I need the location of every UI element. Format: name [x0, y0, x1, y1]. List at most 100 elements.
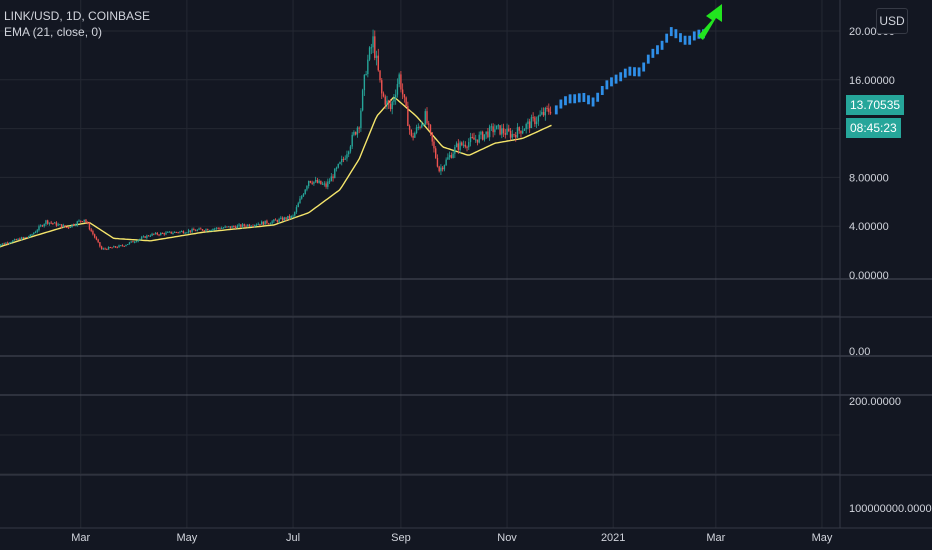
candle-body [252, 225, 254, 227]
candle-body [469, 137, 472, 143]
candle-body [438, 166, 440, 172]
candle-body [201, 229, 204, 231]
projection-bar [633, 67, 636, 77]
candle-body [219, 228, 221, 230]
candle-body [142, 236, 145, 238]
candle-body [52, 223, 54, 225]
candle-body [414, 132, 416, 138]
candle-body [422, 124, 425, 126]
candle-body [353, 132, 355, 135]
candle-body [530, 117, 533, 129]
candle-body [389, 103, 392, 110]
candle-body [113, 246, 115, 248]
candle-body [71, 224, 73, 228]
candle-body [41, 225, 44, 227]
candle-body [97, 239, 99, 243]
projection-bar [688, 35, 692, 45]
projection-bar [683, 35, 687, 45]
candle-body [203, 230, 205, 232]
candle-body [311, 182, 313, 184]
candle-body [499, 125, 501, 135]
candle-body [325, 183, 327, 187]
candle-body [207, 229, 209, 231]
candle-body [180, 231, 183, 233]
candle-body [334, 168, 336, 179]
candle-body [120, 245, 122, 247]
candle-body [111, 247, 113, 249]
candle-body [92, 231, 94, 235]
candle-body [250, 225, 252, 227]
candle-body [121, 245, 124, 247]
candle-body [323, 183, 326, 185]
candle-body [273, 219, 275, 222]
candle-body [60, 224, 63, 228]
x-tick-label: Jul [286, 532, 300, 544]
projection-bar [564, 96, 567, 106]
candle-body [27, 236, 30, 238]
candle-body [426, 111, 428, 124]
candle-body [259, 223, 261, 225]
candle-body [419, 126, 421, 128]
projection-layer [554, 27, 705, 115]
candle-body [522, 130, 524, 134]
candle-body [48, 222, 51, 224]
candle-body [274, 219, 277, 221]
candle-body [495, 125, 498, 130]
candle-body [295, 207, 298, 213]
candle-body [196, 229, 199, 231]
candle-body [516, 127, 519, 138]
candle-body [179, 231, 181, 233]
candle-body [407, 106, 409, 126]
candle-body [187, 230, 190, 233]
candle-body [424, 111, 426, 125]
pane-scale-label: 100000000.00000 [849, 503, 932, 515]
legend: LINK/USD, 1D, COINBASE EMA (21, close, 0… [4, 8, 150, 40]
candle-body [480, 131, 482, 135]
projection-bar [587, 95, 590, 105]
candle-body [267, 223, 270, 225]
candle-body [247, 224, 249, 227]
candle-body [85, 219, 87, 223]
candle-body [528, 121, 531, 129]
candle-body [504, 133, 506, 135]
candle-body [59, 224, 61, 226]
candle-body [118, 245, 120, 248]
candle-body [276, 220, 279, 222]
candle-body [354, 132, 357, 135]
candle-body [546, 107, 548, 109]
candle-body [281, 217, 284, 221]
candle-body [428, 123, 430, 125]
candle-body [36, 230, 38, 232]
pane-scale-label: 0.00 [849, 346, 870, 358]
candle-body [238, 224, 240, 226]
price-tick-label: 0.00000 [849, 270, 889, 282]
candle-body [90, 229, 92, 232]
candle-body [43, 224, 45, 227]
x-tick-label: May [176, 532, 197, 544]
candle-body [301, 196, 303, 199]
projection-bar [669, 27, 673, 37]
candle-body [177, 232, 179, 234]
candle-body [421, 124, 423, 128]
candle-body [271, 221, 273, 224]
candle-body [184, 232, 186, 234]
candle-body [527, 121, 529, 124]
candle-body [17, 238, 19, 240]
candle-body [415, 127, 418, 133]
candle-body [468, 142, 470, 148]
candle-body [87, 222, 89, 224]
candle-body [297, 203, 299, 208]
currency-button[interactable]: USD [876, 8, 908, 34]
candle-body [167, 231, 169, 233]
candle-body [294, 212, 296, 216]
symbol-label: LINK/USD, 1D, COINBASE [4, 9, 151, 23]
candle-body [163, 233, 165, 235]
candle-body [292, 215, 294, 217]
candle-body [83, 219, 85, 222]
candle-body [539, 114, 541, 117]
candle-body [304, 189, 306, 195]
candle-body [518, 127, 520, 131]
countdown-tag: 08:45:23 [846, 118, 901, 138]
projection-bar [651, 48, 655, 58]
candle-body [248, 224, 251, 227]
